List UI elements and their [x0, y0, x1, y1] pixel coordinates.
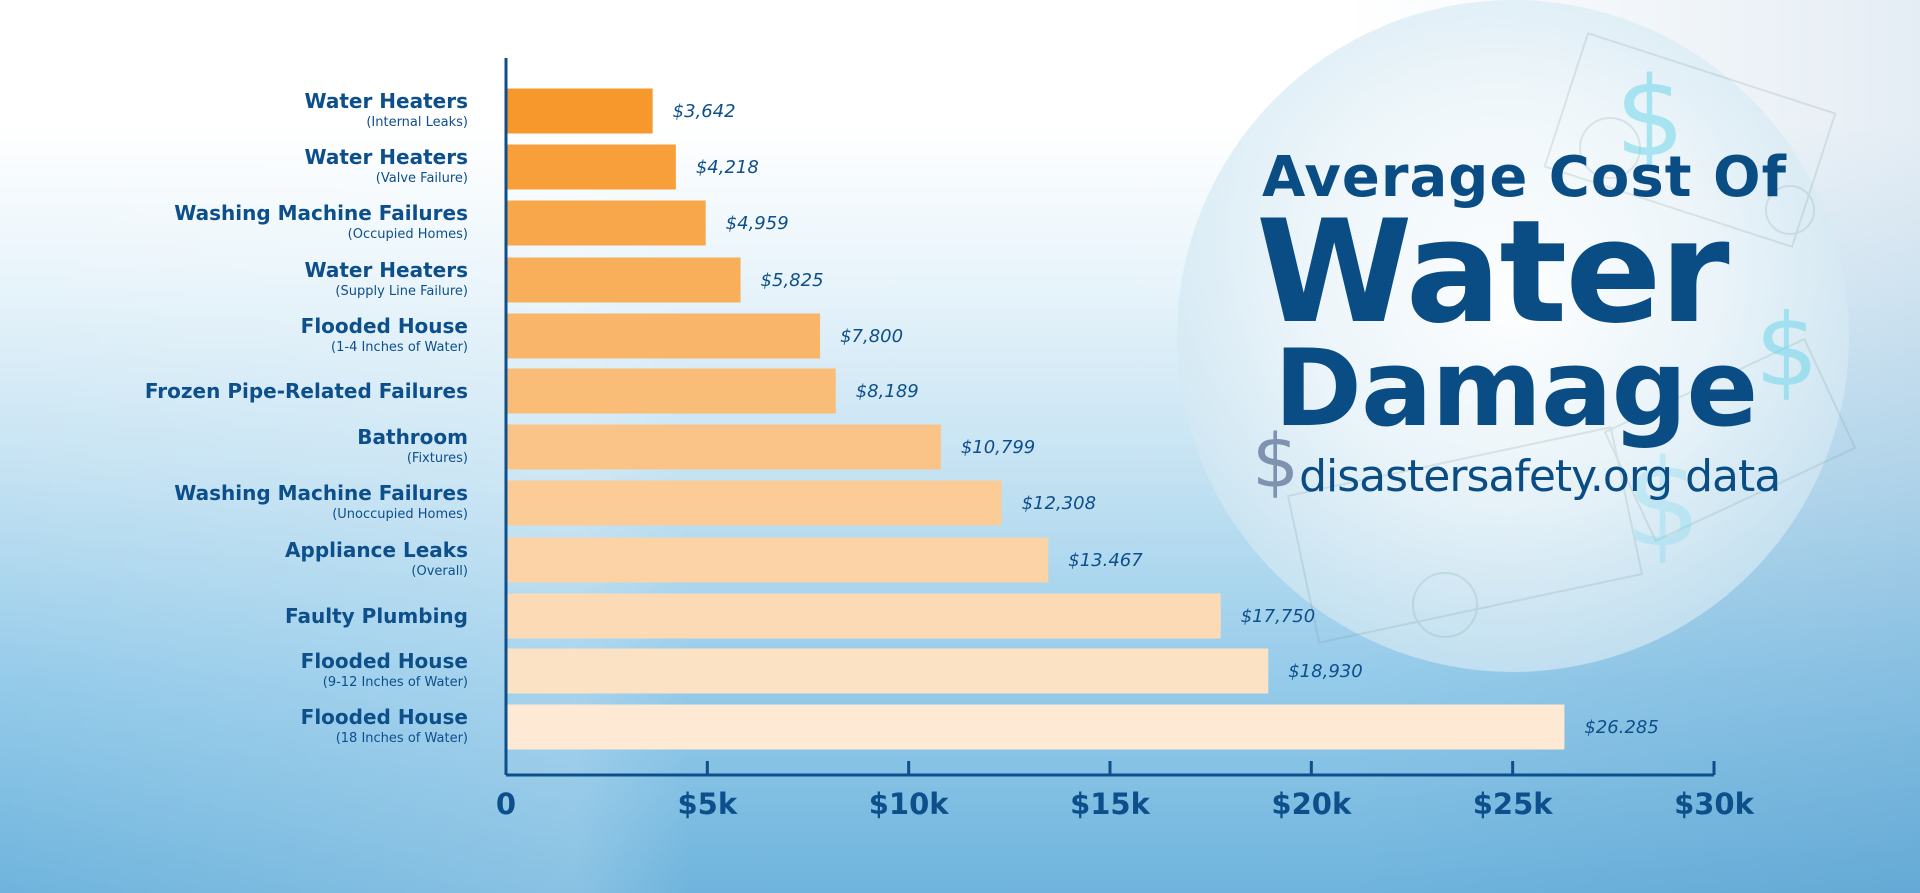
category-sublabel: (18 Inches of Water) — [336, 731, 468, 746]
x-tick-label: $30k — [1674, 787, 1755, 821]
category-label: Flooded House — [301, 705, 468, 729]
category-sublabel: (9-12 Inches of Water) — [323, 675, 468, 690]
bar — [507, 88, 653, 134]
value-label: $4,218 — [696, 157, 759, 178]
dollar-sign-decor: $ — [1615, 53, 1685, 181]
value-label: $12,308 — [1022, 493, 1096, 514]
source-attribution: $disastersafety.org data — [1252, 425, 1781, 502]
category-label: Washing Machine Failures — [174, 481, 468, 505]
category-sublabel: (Unoccupied Homes) — [332, 507, 468, 522]
category-sublabel: (Overall) — [411, 564, 468, 579]
banknote-circle-image — [1177, 0, 1849, 672]
category-sublabel: (1-4 Inches of Water) — [331, 340, 468, 355]
x-tick-label: $5k — [678, 787, 738, 821]
category-label: Frozen Pipe-Related Failures — [145, 379, 468, 403]
value-label: $7,800 — [840, 326, 903, 347]
category-labels-group: Water Heaters (Internal Leaks) Water Heate… — [145, 89, 468, 746]
value-label: $4,959 — [726, 213, 789, 234]
category-sublabel: (Fixtures) — [407, 451, 468, 466]
x-tick-label: 0 — [496, 787, 516, 821]
category-sublabel: (Valve Failure) — [376, 171, 468, 186]
category-sublabel: (Internal Leaks) — [366, 115, 468, 130]
value-label: $8,189 — [856, 381, 919, 402]
title-line-2: Water — [1256, 190, 1730, 355]
axes-group: 0 $5k $10k $15k $20k $25k $30k — [496, 58, 1755, 821]
bar — [507, 648, 1269, 694]
category-label: Washing Machine Failures — [174, 201, 468, 225]
bar — [507, 257, 741, 303]
category-label: Flooded House — [301, 314, 468, 338]
bar — [507, 144, 676, 190]
value-label: $13.467 — [1068, 550, 1143, 571]
x-tick-label: $10k — [869, 787, 950, 821]
value-labels-group: $3,642 $4,218 $4,959 $5,825 $7,800 $8,189 $10,… — [673, 101, 1659, 738]
category-label: Faulty Plumbing — [285, 604, 468, 628]
bar — [507, 368, 836, 414]
category-label: Appliance Leaks — [285, 538, 468, 562]
category-label: Water Heaters — [305, 145, 469, 169]
chart-title: Average Cost Of Water Damage — [1256, 145, 1787, 450]
source-text: disastersafety.org data — [1299, 451, 1781, 502]
value-label: $17,750 — [1241, 606, 1315, 627]
value-label: $3,642 — [673, 101, 736, 122]
title-line-1: Average Cost Of — [1262, 145, 1787, 210]
x-tick-label: $25k — [1473, 787, 1554, 821]
bar — [507, 537, 1049, 583]
title-line-3: Damage — [1274, 327, 1758, 450]
category-label: Flooded House — [301, 649, 468, 673]
bar — [507, 313, 821, 359]
bar — [507, 424, 941, 470]
dollar-icon: $ — [1252, 419, 1300, 505]
banknote-pattern — [1286, 31, 1857, 644]
category-label: Water Heaters — [305, 89, 469, 113]
bars-group — [507, 88, 1565, 750]
dollar-sign-decor: $ — [1755, 292, 1819, 409]
background-decoration: $ $ $ — [1177, 0, 1857, 672]
category-label: Water Heaters — [305, 258, 469, 282]
bar — [507, 593, 1221, 639]
bar — [507, 200, 706, 246]
value-label: $10,799 — [961, 437, 1035, 458]
dollar-sign-decor: $ — [1625, 435, 1701, 574]
category-sublabel: (Occupied Homes) — [348, 227, 468, 242]
category-sublabel: (Supply Line Failure) — [335, 284, 468, 299]
x-tick-label: $20k — [1271, 787, 1352, 821]
category-label: Bathroom — [357, 425, 468, 449]
bar — [507, 480, 1002, 526]
value-label: $18,930 — [1288, 661, 1362, 682]
x-tick-label: $15k — [1070, 787, 1151, 821]
value-label: $26.285 — [1584, 717, 1658, 738]
bar — [507, 704, 1565, 750]
value-label: $5,825 — [761, 270, 824, 291]
dollar-sign-decorations: $ $ $ — [1615, 53, 1819, 574]
